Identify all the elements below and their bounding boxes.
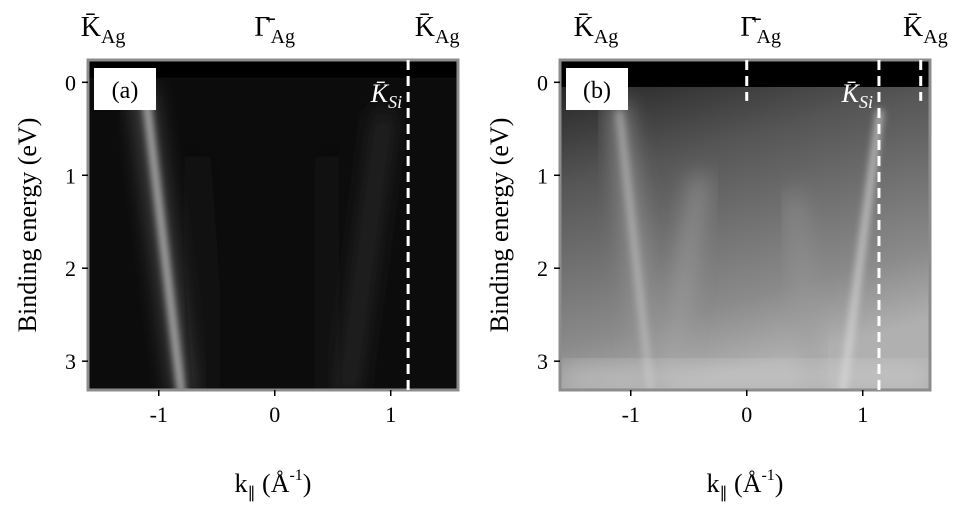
band <box>341 109 391 390</box>
arpes-image <box>88 60 458 390</box>
x-tick-label: 0 <box>269 402 280 427</box>
x-tick-label: 1 <box>385 402 396 427</box>
y-tick-label: 1 <box>65 163 76 188</box>
top-label-subscript: Ag <box>757 26 781 48</box>
y-tick-label: 0 <box>65 70 76 95</box>
frame <box>558 58 932 392</box>
y-tick-label: 2 <box>537 256 548 281</box>
band <box>142 86 184 390</box>
glow <box>560 361 930 390</box>
x-label-sup: -1 <box>761 467 774 484</box>
x-tick-label: 0 <box>741 402 752 427</box>
y-tick-label: 1 <box>537 163 548 188</box>
y-axis-label: Binding energy (eV) <box>485 118 514 333</box>
y-tick-label: 0 <box>537 70 548 95</box>
x-label-close: ) <box>775 469 784 498</box>
x-label-sub: ∥ <box>720 485 728 502</box>
band <box>840 109 883 390</box>
x-label-unit: (Å <box>256 469 290 498</box>
marker-subscript: Si <box>859 92 873 112</box>
x-label-unit: (Å <box>728 469 762 498</box>
top-label-symbol: Γ̄ <box>254 12 275 43</box>
x-axis-label: k∥ (Å-1) <box>707 467 784 502</box>
x-axis-label: k∥ (Å-1) <box>235 467 312 502</box>
top-label-subscript: Ag <box>594 26 618 48</box>
y-tick-label: 2 <box>65 256 76 281</box>
band <box>316 156 338 390</box>
panel-label-box <box>94 68 156 110</box>
band <box>617 109 653 390</box>
top-label-subscript: Ag <box>923 26 947 48</box>
top-label-symbol: Γ̄ <box>740 12 761 43</box>
top-label: K̄Ag <box>81 12 126 48</box>
panel-label: (b) <box>583 78 611 104</box>
x-label-sup: -1 <box>289 467 302 484</box>
top-label-symbol: K̄ <box>81 12 101 43</box>
top-label: K̄Ag <box>574 12 619 48</box>
top-label-subscript: Ag <box>101 26 125 48</box>
top-label: Γ̄Ag <box>740 12 781 48</box>
x-label-close: ) <box>303 469 312 498</box>
marker-symbol: K̄ <box>370 79 390 108</box>
x-tick-label: -1 <box>622 402 640 427</box>
arpes-image <box>560 60 930 390</box>
marker-label: K̄Si <box>841 79 873 112</box>
x-label-main: k <box>707 469 720 498</box>
top-label: K̄Ag <box>415 12 460 48</box>
panel-label: (a) <box>112 78 139 104</box>
top-label-symbol: K̄ <box>574 12 594 43</box>
x-tick-label: -1 <box>150 402 168 427</box>
band <box>188 156 216 390</box>
frame <box>86 58 460 392</box>
marker-symbol: K̄ <box>841 79 861 108</box>
x-label-main: k <box>235 469 248 498</box>
x-label-sub: ∥ <box>248 485 256 502</box>
y-tick-label: 3 <box>65 349 76 374</box>
marker-subscript: Si <box>388 92 402 112</box>
panel-label-box <box>566 68 628 110</box>
marker-label: K̄Si <box>370 79 402 112</box>
top-strip <box>88 60 458 78</box>
top-label-subscript: Ag <box>271 26 295 48</box>
top-label-subscript: Ag <box>435 26 459 48</box>
top-label-symbol: K̄ <box>903 12 923 43</box>
top-label: Γ̄Ag <box>254 12 295 48</box>
y-axis-label: Binding energy (eV) <box>13 118 42 333</box>
x-tick-label: 1 <box>857 402 868 427</box>
top-label-symbol: K̄ <box>415 12 435 43</box>
top-label: K̄Ag <box>903 12 948 48</box>
y-tick-label: 3 <box>537 349 548 374</box>
